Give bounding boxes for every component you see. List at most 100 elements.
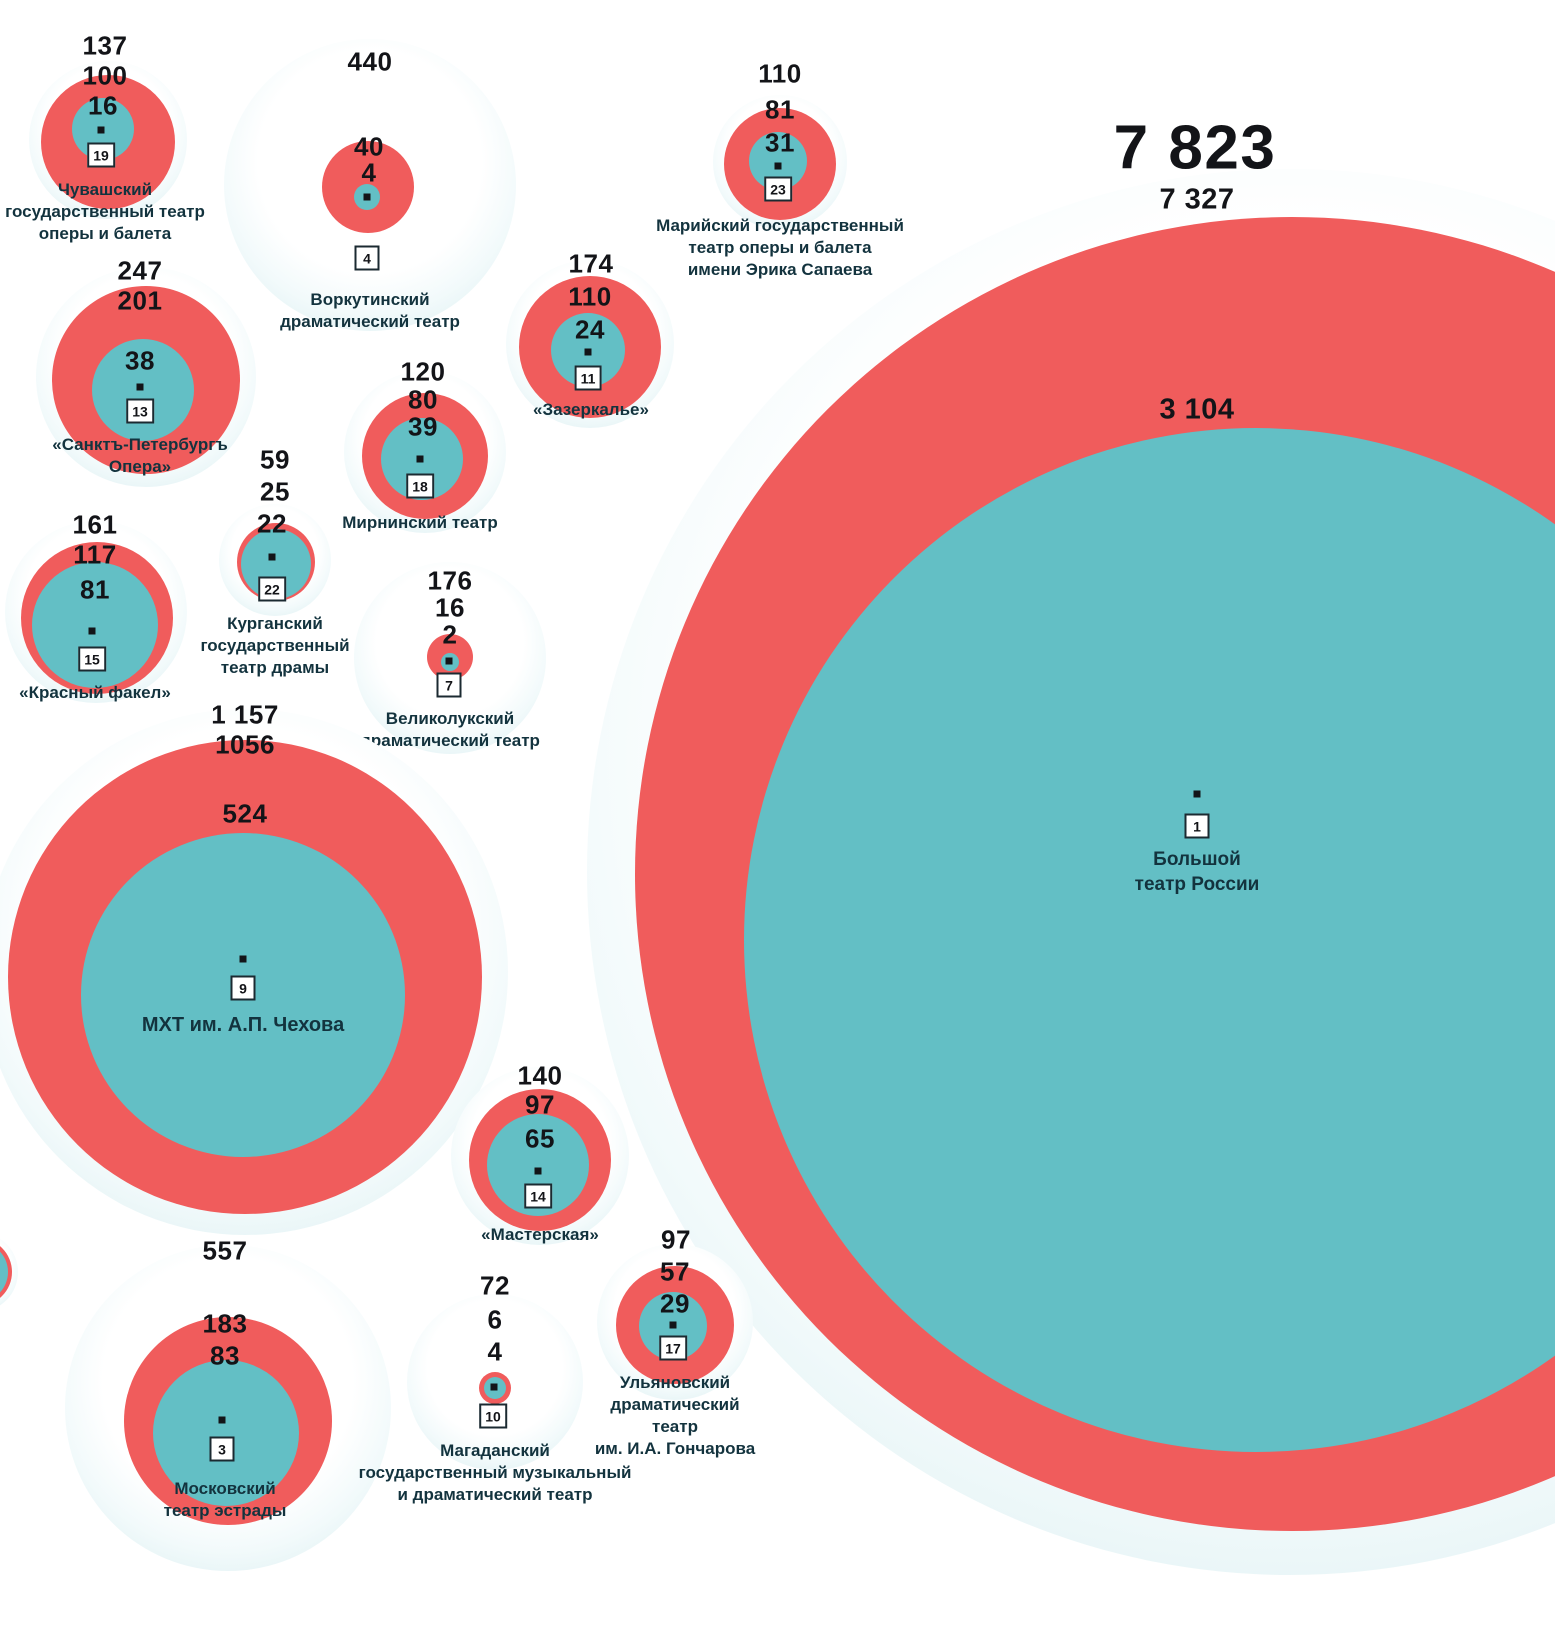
middle-value: 40	[354, 131, 384, 162]
inner-circle	[441, 653, 459, 671]
outer-circle	[5, 521, 187, 703]
outer-circle	[29, 61, 187, 219]
marker-dot	[774, 162, 782, 170]
middle-value: 25	[260, 476, 290, 507]
inner-value: 16	[88, 90, 118, 121]
theater-name: Московский театр эстрады	[163, 1479, 287, 1521]
mid-circle	[8, 740, 482, 1214]
theater-name: Марийский государственный театр оперы и …	[656, 216, 904, 280]
inner-value: 22	[257, 508, 287, 539]
theater-name: Большой театр России	[1134, 849, 1260, 895]
total-value: 440	[347, 46, 393, 77]
mid-circle	[362, 393, 488, 519]
mid-circle	[124, 1317, 332, 1525]
rank-box: 13	[126, 398, 154, 424]
middle-value: 100	[82, 60, 128, 91]
middle-value: 16	[435, 592, 465, 623]
inner-value: 2	[442, 619, 458, 650]
outer-circle	[587, 169, 1555, 1575]
total-value: 174	[568, 248, 614, 279]
middle-value: 81	[765, 94, 795, 125]
inner-value: 24	[575, 314, 605, 345]
middle-value: 57	[660, 1256, 690, 1287]
mid-circle	[519, 276, 661, 418]
mid-circle	[469, 1089, 611, 1231]
rank-box: 19	[87, 142, 115, 168]
marker-dot	[1193, 790, 1201, 798]
marker-dot	[584, 348, 592, 356]
theater-name: «Санктъ-Петербургъ Опера»	[52, 435, 228, 477]
marker-dot	[669, 1321, 677, 1329]
total-value: 1 157	[211, 699, 279, 730]
total-value: 72	[480, 1270, 510, 1301]
mid-circle	[635, 217, 1555, 1531]
rank-box: 3	[209, 1436, 235, 1462]
inner-circle	[354, 184, 380, 210]
theater-name: «Красный факел»	[19, 683, 171, 702]
inner-value: 29	[660, 1288, 690, 1319]
inner-circle	[81, 833, 405, 1157]
outer-circle	[344, 371, 506, 533]
inner-value: 39	[408, 411, 438, 442]
marker-dot	[363, 193, 371, 201]
rank-box: 18	[406, 473, 434, 499]
marker-dot	[218, 1416, 226, 1424]
inner-circle	[639, 1292, 707, 1360]
mid-circle	[21, 542, 173, 694]
inner-circle	[32, 562, 158, 688]
outer-circle	[0, 1232, 18, 1312]
inner-value: 524	[222, 798, 268, 829]
outer-circle	[36, 267, 256, 487]
mid-circle	[616, 1266, 734, 1384]
inner-circle	[92, 339, 194, 441]
inner-value: 65	[525, 1123, 555, 1154]
inner-value: 83	[210, 1340, 240, 1371]
rank-box: 7	[436, 672, 462, 698]
middle-value: 1056	[215, 729, 275, 760]
middle-value: 110	[568, 281, 612, 312]
marker-dot	[97, 126, 105, 134]
outer-circle	[224, 39, 516, 331]
total-value: 7 823	[1113, 113, 1277, 183]
marker-dot	[445, 657, 453, 665]
mid-circle	[41, 75, 175, 209]
inner-circle	[551, 313, 625, 387]
marker-dot	[268, 553, 276, 561]
middle-value: 183	[202, 1308, 248, 1339]
total-value: 59	[260, 444, 290, 475]
mid-circle	[427, 634, 473, 680]
inner-value: 31	[765, 127, 795, 158]
total-value: 247	[117, 255, 163, 286]
inner-circle	[0, 1242, 8, 1302]
inner-circle	[72, 98, 134, 160]
theater-name: Мирнинский театр	[342, 513, 498, 532]
inner-circle	[381, 418, 463, 500]
total-value: 176	[427, 565, 473, 596]
mid-circle	[237, 523, 315, 601]
middle-value: 6	[487, 1304, 503, 1335]
outer-circle	[451, 1067, 629, 1245]
outer-circle	[407, 1294, 583, 1470]
rank-box: 23	[764, 176, 792, 202]
theater-name: Воркутинский драматический театр	[280, 290, 460, 332]
theater-name: Чувашский государственный театр оперы и …	[5, 180, 205, 244]
rank-box: 1	[1184, 813, 1210, 839]
mid-circle	[52, 286, 240, 474]
total-value: 120	[400, 356, 446, 387]
middle-value: 117	[73, 539, 117, 570]
theater-name: «Зазеркалье»	[533, 400, 649, 419]
outer-circle	[506, 260, 674, 428]
total-value: 140	[517, 1060, 563, 1091]
total-value: 137	[82, 30, 128, 61]
middle-value: 201	[117, 285, 163, 316]
